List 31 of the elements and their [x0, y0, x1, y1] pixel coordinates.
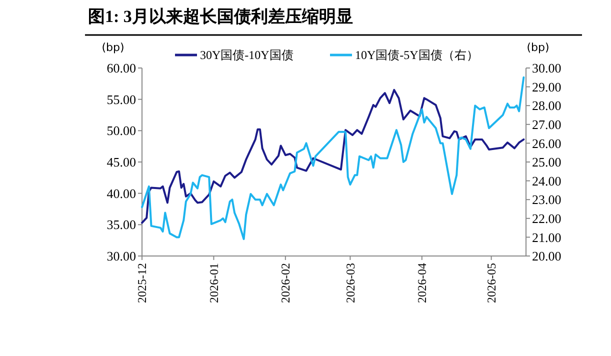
y2-tick-label: 21.00	[532, 230, 562, 245]
y-tick-label: 30.00	[106, 248, 136, 264]
y2-tick-label: 23.00	[532, 192, 562, 208]
x-tick-label: 2026-03	[343, 263, 358, 303]
y2-tick-label: 26.00	[532, 136, 562, 151]
x-tick-label: 2026-01	[206, 263, 221, 303]
y-tick-label: 55.00	[106, 92, 136, 107]
y2-tick-label: 22.00	[532, 210, 562, 226]
y2-tick-label: 25.00	[532, 154, 562, 170]
y2-tick-label: 28.00	[532, 98, 562, 114]
x-tick-label: 2026-04	[415, 263, 430, 303]
y2-tick-label: 30.00	[532, 60, 562, 76]
legend-label: 10Y国债-5Y国债（右）	[355, 48, 478, 62]
y-tick-label: 45.00	[106, 154, 136, 170]
legend-label: 30Y国债-10Y国债	[200, 48, 294, 62]
chart-title: 图1: 3月以来超长国债利差压缩明显	[88, 7, 353, 26]
y2-tick-label: 29.00	[532, 79, 562, 94]
x-tick-label: 2025-12	[135, 263, 150, 303]
y-tick-label: 50.00	[106, 123, 136, 138]
line-series	[141, 76, 525, 240]
y-axis-title: (bp)	[102, 41, 124, 54]
x-tick-label: 2026-05	[484, 263, 498, 303]
y2-tick-label: 20.00	[532, 248, 562, 264]
y-tick-label: 60.00	[106, 60, 136, 76]
y2-tick-label: 27.00	[532, 116, 562, 132]
x-tick-label: 2026-02	[278, 263, 293, 303]
line-series	[141, 88, 525, 224]
y-tick-label: 35.00	[106, 217, 136, 232]
y2-axis-title: (bp)	[526, 41, 550, 54]
y-tick-label: 40.00	[106, 186, 136, 201]
y2-tick-label: 24.00	[532, 173, 562, 188]
